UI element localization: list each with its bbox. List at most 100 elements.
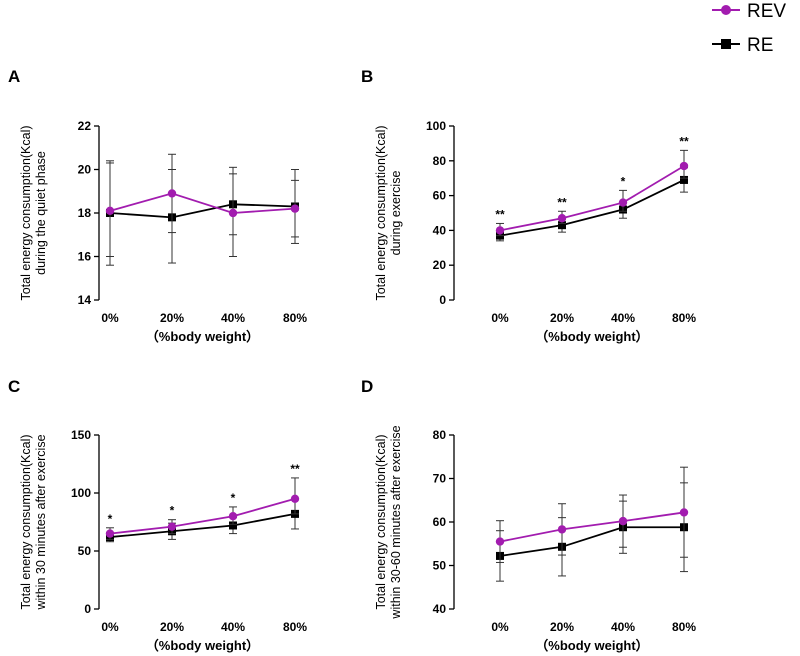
y-tick-label: 22 [78,119,92,133]
data-point [557,525,567,534]
y-axis-label: Total energy consumption(Kcal)during the… [19,125,48,300]
x-tick-label: 0% [491,620,509,634]
x-tick-label: 20% [160,620,184,634]
x-tick-label: 40% [611,620,635,634]
series-line [499,526,684,557]
series-re [496,167,688,242]
x-tick-label: 80% [283,620,307,634]
y-tick-label: 80 [433,428,447,442]
y-tick-label: 20 [78,163,92,177]
legend-label-rev: REV [747,1,786,22]
y-axis-label: Total energy consumption(Kcal)within 30-… [374,425,403,619]
series-line [109,497,296,535]
significance-mark: ** [557,195,567,209]
series-re [106,160,299,266]
y-tick-label: 60 [433,515,447,529]
y-axis-label-line: Total energy consumption(Kcal) [374,125,388,300]
data-point [167,189,177,198]
data-point [290,204,300,213]
panel-letter: C [8,377,20,396]
y-axis-label-line: within 30-60 minutes after exercise [389,425,403,619]
y-axis-label-line: during exercise [389,171,403,256]
significance-mark: ** [495,207,505,221]
x-tick-label: 40% [611,311,635,325]
significance-mark: * [108,512,113,526]
x-tick-label: 40% [221,311,245,325]
x-tick-label: 80% [283,311,307,325]
data-point [495,537,505,546]
x-axis-label: （%body weight） [535,329,648,344]
significance-mark: ** [679,134,689,148]
x-tick-label: 80% [672,620,696,634]
legend: REV RE [712,1,786,56]
series-line [499,511,685,543]
data-point [167,522,177,531]
panel-a: A 14 16 18 20 22 0% 20% 40% 80% （%body weight） Tota… [8,67,307,344]
x-tick-label: 20% [160,311,184,325]
y-tick-label: 0 [84,602,91,616]
panel-letter: B [361,67,373,86]
data-point [105,529,115,538]
y-axis-label-line: Total energy consumption(Kcal) [19,434,33,609]
y-tick-label: 18 [78,206,92,220]
x-tick-label: 40% [221,620,245,634]
significance-mark: ** [290,462,300,476]
data-point [105,206,115,216]
y-tick-label: 20 [433,258,447,272]
data-point [680,175,688,184]
series-line [499,179,685,237]
panel-c: C 0 50 100 150 0% 20% 40% 80% （%body weight） Total… [8,377,307,653]
data-point [495,226,505,235]
series-re [496,482,688,582]
panel-letter: A [8,67,20,86]
x-tick-label: 20% [550,620,574,634]
legend-entry-rev[interactable]: REV [712,1,786,22]
y-tick-label: 100 [426,119,446,133]
legend-label-re: RE [747,35,773,56]
data-point [228,208,238,218]
y-tick-label: 40 [433,602,447,616]
x-tick-label: 0% [491,311,509,325]
data-point [228,512,238,521]
y-tick-label: 0 [439,293,446,307]
y-tick-label: 14 [78,293,92,307]
y-tick-label: 60 [433,189,447,203]
data-point [229,521,237,530]
significance-mark: * [170,504,175,518]
significance-mark: * [231,491,236,505]
legend-marker-re [721,39,731,49]
panel-b: B 0 20 40 60 80 100 0% 20% 40% 80% （%body weight） To… [361,67,696,344]
data-point [558,221,566,230]
data-point [557,214,567,223]
data-point [618,198,628,207]
y-tick-label: 150 [71,428,91,442]
y-tick-label: 80 [433,154,447,168]
series-rev [495,466,689,563]
data-point [618,516,628,526]
series-rev [105,153,300,257]
legend-entry-re[interactable]: RE [712,35,773,56]
x-axis-label: （%body weight） [535,638,648,653]
data-point [679,161,689,171]
y-tick-label: 100 [71,486,91,500]
y-tick-label: 50 [78,544,92,558]
y-tick-label: 40 [433,223,447,237]
data-point [290,494,300,503]
series-rev [105,477,300,540]
y-tick-label: 70 [433,472,447,486]
x-tick-label: 20% [550,311,574,325]
y-tick-label: 50 [433,559,447,573]
panel-d: D 40 50 60 70 80 0% 20% 40% 80% （%body weight） Tota… [361,377,696,653]
x-tick-label: 0% [101,311,119,325]
legend-marker-rev [721,5,731,15]
y-axis-label-line: within 30 minutes after exercise [34,434,48,610]
x-tick-label: 0% [101,620,119,634]
series-line [109,512,296,538]
y-axis-label-line: during the quiet phase [34,151,48,275]
significance-mark: * [621,174,626,188]
y-axis-label-line: Total energy consumption(Kcal) [374,434,388,609]
y-axis-label: Total energy consumption(Kcal)during exe… [374,125,403,300]
series-rev [495,149,689,237]
x-axis-label: （%body weight） [146,329,259,344]
